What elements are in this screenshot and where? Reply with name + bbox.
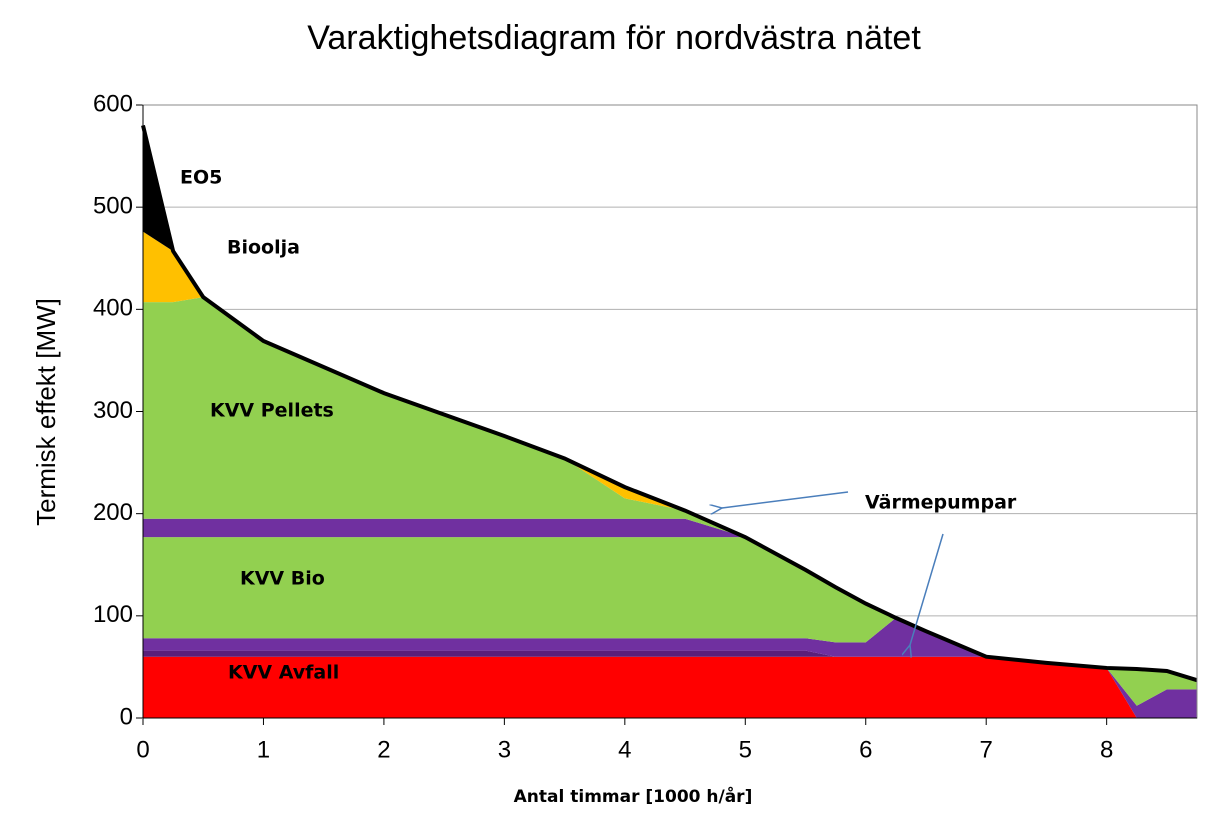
x-tick-label: 3 (498, 736, 511, 763)
y-tick-label: 500 (93, 193, 133, 220)
x-tick-label: 6 (859, 736, 872, 763)
chart-title: Varaktighetsdiagram för nordvästra nätet (307, 19, 921, 57)
x-tick-label: 1 (257, 736, 270, 763)
series-label: KVV Avfall (228, 662, 339, 684)
x-tick-label: 5 (739, 736, 752, 763)
arrow (722, 491, 849, 508)
series-label: Bioolja (227, 237, 300, 259)
x-axis-label: Antal timmar [1000 h/år] (514, 785, 753, 807)
load-curve (141, 124, 1198, 683)
area (143, 518, 1197, 681)
y-tick-label: 0 (120, 703, 133, 730)
series-label: KVV Bio (240, 568, 325, 590)
x-tick-label: 2 (377, 736, 390, 763)
series-label: KVV Pellets (210, 400, 334, 422)
area (143, 537, 1197, 706)
y-tick-label: 100 (93, 601, 133, 628)
series-label: Värmepumpar (865, 492, 1017, 514)
y-tick-label: 400 (93, 295, 133, 322)
y-axis-label: Termisk effekt [MW] (31, 298, 61, 526)
y-tick-label: 600 (93, 90, 133, 117)
area (143, 617, 1197, 718)
y-tick-label: 300 (93, 397, 133, 424)
plot-area (141, 104, 1198, 719)
x-tick-label: 0 (136, 736, 149, 763)
area (143, 297, 1197, 681)
y-tick-label: 200 (93, 499, 133, 526)
x-tick-label: 4 (618, 736, 631, 763)
area (143, 656, 1197, 718)
arrow (910, 533, 944, 645)
x-tick-label: 7 (980, 736, 993, 763)
series-label: EO5 (180, 167, 222, 189)
x-tick-label: 8 (1100, 736, 1113, 763)
